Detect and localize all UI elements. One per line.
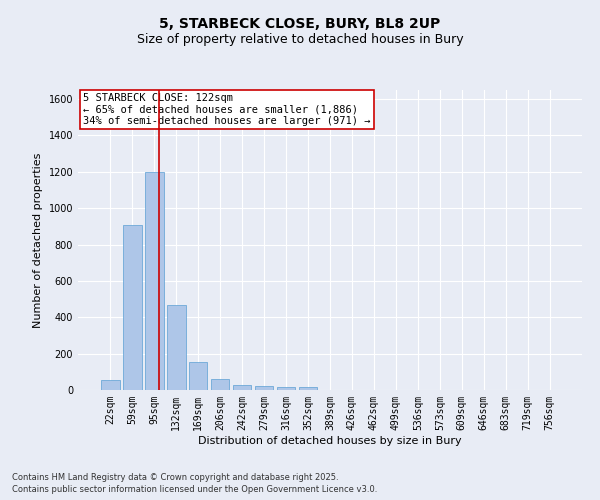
- Text: Contains HM Land Registry data © Crown copyright and database right 2025.: Contains HM Land Registry data © Crown c…: [12, 472, 338, 482]
- Bar: [255, 386, 274, 390]
- Text: Contains public sector information licensed under the Open Government Licence v3: Contains public sector information licen…: [12, 485, 377, 494]
- Bar: [233, 384, 251, 390]
- Text: 5, STARBECK CLOSE, BURY, BL8 2UP: 5, STARBECK CLOSE, BURY, BL8 2UP: [160, 18, 440, 32]
- Bar: [123, 224, 142, 390]
- Bar: [167, 304, 185, 390]
- Text: 5 STARBECK CLOSE: 122sqm
← 65% of detached houses are smaller (1,886)
34% of sem: 5 STARBECK CLOSE: 122sqm ← 65% of detach…: [83, 93, 371, 126]
- Bar: [145, 172, 164, 390]
- Bar: [101, 380, 119, 390]
- Bar: [189, 362, 208, 390]
- Bar: [277, 388, 295, 390]
- Y-axis label: Number of detached properties: Number of detached properties: [33, 152, 43, 328]
- Text: Size of property relative to detached houses in Bury: Size of property relative to detached ho…: [137, 32, 463, 46]
- Bar: [211, 379, 229, 390]
- Bar: [299, 388, 317, 390]
- X-axis label: Distribution of detached houses by size in Bury: Distribution of detached houses by size …: [198, 436, 462, 446]
